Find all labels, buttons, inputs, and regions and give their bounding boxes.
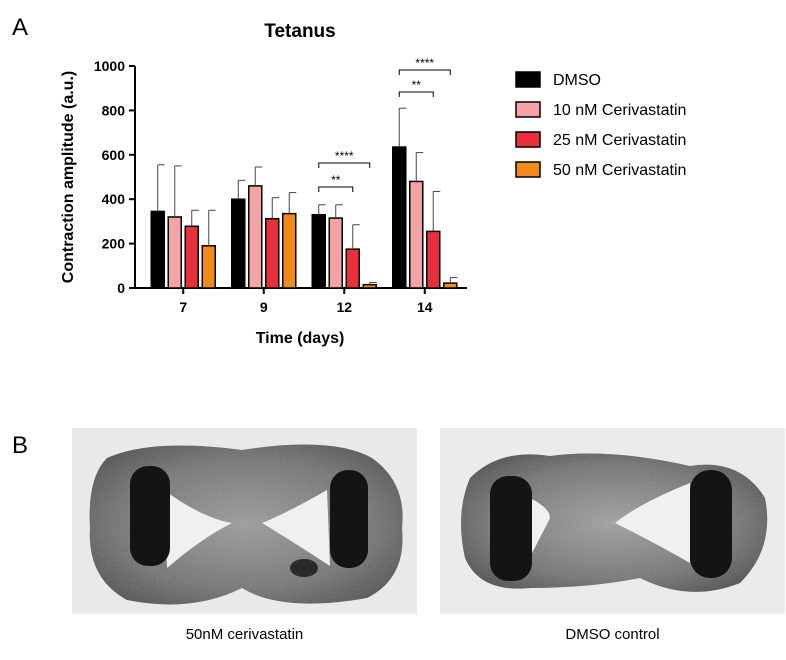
significance-label: ** [331, 173, 341, 187]
bar-50-nm-cerivastatin-day-12 [362, 283, 377, 289]
chart-legend: DMSO 10 nM Cerivastatin 25 nM Cerivastatin… [515, 71, 686, 179]
significance-bracket [318, 186, 354, 192]
legend-swatch-dmso [515, 71, 541, 88]
bar-dmso-day-7 [150, 210, 165, 289]
chart-title: Tetanus [264, 21, 335, 42]
bar-10-nm-cerivastatin-day-9 [248, 185, 263, 289]
bar-dmso-day-12 [311, 213, 326, 289]
chart-axes: 0 200 400 600 800 1000 7 9 12 14 [94, 58, 467, 315]
y-axis-label: Contraction amplitude (a.u.) [60, 71, 77, 283]
y-tick-label: 600 [102, 147, 126, 163]
legend-swatch-25-nm-cerivastatin [515, 131, 541, 148]
bar-dmso-day-9 [231, 198, 246, 289]
bar-25-nm-cerivastatin-day-7 [184, 225, 199, 289]
significance-bracket [398, 91, 434, 97]
legend-swatch-10-nm-cerivastatin [515, 101, 541, 118]
x-tick-label: 14 [417, 299, 433, 315]
panel-label-b: B [12, 432, 29, 459]
y-tick-label: 200 [102, 236, 126, 252]
tissue-photo-dmso [440, 428, 785, 614]
significance-bracket [398, 69, 451, 75]
legend-label: DMSO [553, 72, 601, 89]
bar-10-nm-cerivastatin-day-12 [328, 217, 343, 289]
y-tick-label: 400 [102, 191, 126, 207]
legend-label: 25 nM Cerivastatin [553, 132, 686, 149]
significance-label: **** [335, 149, 354, 163]
bar-dmso-day-14 [392, 146, 407, 289]
bar-10-nm-cerivastatin-day-14 [409, 180, 424, 289]
x-tick-label: 7 [179, 299, 187, 315]
bar-50-nm-cerivastatin-day-7 [201, 245, 216, 289]
bar-25-nm-cerivastatin-day-12 [345, 248, 360, 289]
legend-label: 50 nM Cerivastatin [553, 162, 686, 179]
significance-label: **** [415, 56, 434, 70]
significance-bracket [318, 162, 371, 168]
significance-label: ** [412, 78, 422, 92]
y-tick-label: 800 [102, 102, 126, 118]
panel-label-a: A [12, 14, 29, 41]
bar-25-nm-cerivastatin-day-9 [265, 217, 280, 289]
legend-label: 10 nM Cerivastatin [553, 102, 686, 119]
bar-10-nm-cerivastatin-day-7 [167, 216, 182, 289]
y-tick-label: 0 [117, 280, 125, 296]
bar-25-nm-cerivastatin-day-14 [426, 230, 441, 289]
x-tick-label: 9 [260, 299, 268, 315]
chart-bars [150, 107, 458, 289]
bar-50-nm-cerivastatin-day-9 [282, 212, 297, 289]
caption-dmso: DMSO control [565, 626, 660, 643]
x-tick-label: 12 [336, 299, 352, 315]
tissue-photo-cerivastatin [72, 428, 417, 614]
bar-50-nm-cerivastatin-day-14 [443, 282, 458, 289]
x-axis-label: Time (days) [256, 330, 345, 347]
legend-swatch-50-nm-cerivastatin [515, 161, 541, 178]
y-tick-label: 1000 [94, 58, 125, 74]
significance-brackets: ************ [318, 56, 451, 192]
caption-cerivastatin: 50nM cerivastatin [185, 626, 304, 643]
